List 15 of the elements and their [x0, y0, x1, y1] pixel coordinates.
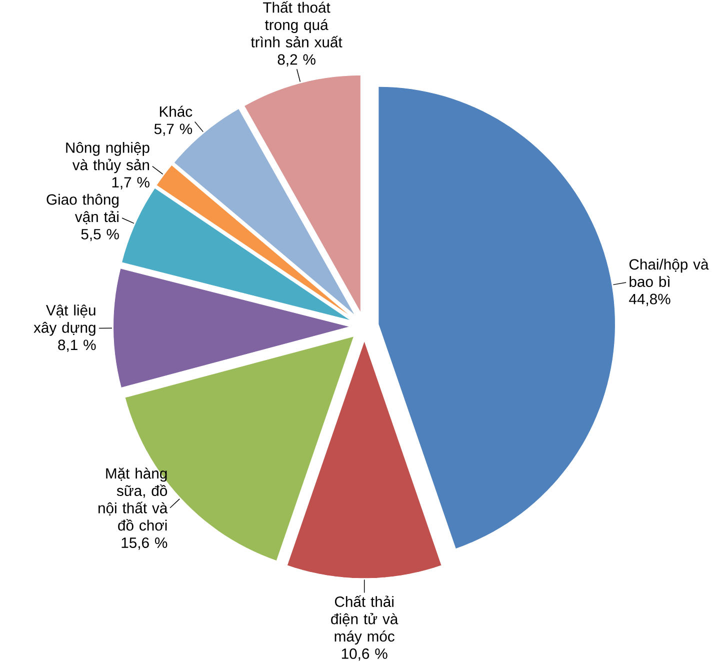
data-label: 10,6 % — [342, 648, 388, 661]
data-label: 1,7 % — [112, 177, 150, 190]
slice-label: Giao thông vận tải — [46, 194, 118, 224]
data-label: 8,2 % — [278, 54, 316, 67]
data-label: 8,1 % — [58, 340, 96, 352]
data-label: 5,5 % — [81, 229, 119, 242]
data-label: 5,7 % — [154, 124, 192, 136]
data-label: 15,6 % — [122, 538, 168, 550]
data-label: 44,8% — [629, 294, 670, 306]
slice-label: Nông nghiệp và thủy sản — [66, 142, 150, 174]
slice-label: Vật liệu xây dựng — [34, 304, 96, 336]
slice-label: Khác — [160, 106, 192, 117]
slice-label: Thất thoát trong quá trình sản xuất — [250, 1, 342, 48]
slice-label: Chất thải điện tử và máy móc — [331, 595, 398, 645]
slice-label: Chai/hộp và bao bì — [629, 258, 709, 288]
